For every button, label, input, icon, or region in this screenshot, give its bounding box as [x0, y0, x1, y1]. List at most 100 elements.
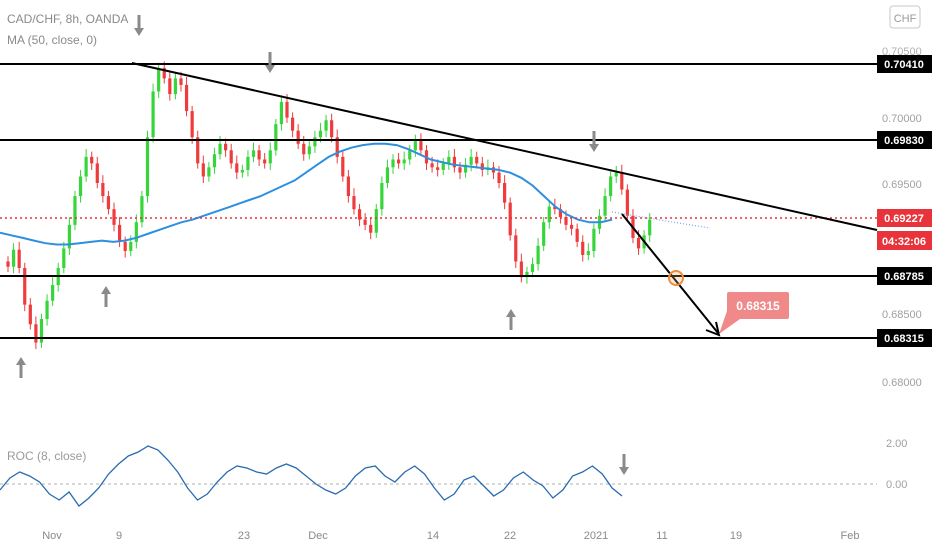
candle-body	[45, 300, 49, 320]
candle-body	[123, 241, 127, 252]
candle-body	[17, 249, 21, 269]
arrow-down-1-shaft	[137, 15, 141, 29]
candle-body	[508, 202, 512, 236]
candle-body	[575, 228, 579, 242]
x-tick-label: Nov	[42, 530, 62, 542]
candle-body	[614, 172, 618, 177]
candle-body	[463, 164, 468, 173]
candle-body	[318, 130, 323, 138]
candle-body	[95, 163, 99, 184]
trend-line[interactable]	[131, 62, 878, 231]
candle-body	[173, 78, 177, 95]
candle-body	[190, 111, 194, 138]
candle-body	[184, 84, 189, 112]
arrow-down-3-head	[589, 144, 599, 152]
arrow-up-3-head	[506, 309, 516, 317]
candle-body	[151, 91, 155, 138]
price-tick-70000: 0.70000	[882, 113, 922, 125]
price-level-text-69830: 0.69830	[884, 135, 924, 147]
ma-indicator-label: MA (50, close, 0)	[7, 33, 97, 47]
x-tick-label: 14	[427, 530, 439, 542]
price-level-badge-68785	[877, 267, 932, 285]
candle-body	[569, 224, 574, 229]
candle-body	[157, 67, 161, 92]
current-price-badge	[877, 209, 932, 227]
roc-axis[interactable]: 2.00 0.00	[886, 438, 907, 491]
ma-line[interactable]	[0, 142, 613, 246]
arrow-up-1-head	[16, 357, 26, 365]
candle-body	[168, 78, 172, 95]
candle-body	[581, 241, 585, 255]
candle-body	[402, 159, 406, 164]
target-callout[interactable]: 0.68315	[719, 292, 789, 334]
arrow-down-1	[134, 15, 144, 36]
candle-body	[648, 219, 652, 236]
candle-body	[609, 176, 613, 197]
candle-body	[586, 251, 590, 255]
candle-body	[285, 101, 289, 118]
projection-arrowhead	[705, 321, 721, 337]
candle-body	[162, 67, 166, 79]
arrow-up-1	[16, 357, 26, 378]
candle-body	[620, 172, 624, 190]
candle-body	[257, 150, 261, 160]
candle-body	[324, 120, 328, 131]
candle-body	[106, 196, 111, 210]
candle-body	[302, 143, 306, 155]
candle-body	[129, 241, 133, 252]
price-level-text-70410: 0.70410	[884, 59, 924, 71]
candle-body	[542, 222, 546, 246]
price-axis[interactable]: 0.70500 0.70410 0.70000 0.69830 0.69500 …	[877, 46, 932, 389]
target-circle-marker[interactable]	[668, 270, 684, 286]
x-tick-label: 19	[730, 530, 742, 542]
price-level-badge-68315	[877, 329, 932, 347]
candle-body	[458, 167, 462, 173]
candle-body	[397, 159, 401, 164]
candle-body	[447, 156, 451, 164]
price-tick-68500: 0.68500	[882, 309, 922, 321]
x-tick-label: 11	[656, 530, 667, 542]
x-tick-label: 23	[238, 530, 250, 542]
arrow-down-2-shaft	[268, 52, 272, 66]
target-callout-text: 0.68315	[736, 299, 780, 313]
candle-body	[519, 261, 523, 278]
countdown-text: 04:32:06	[882, 236, 926, 248]
candle-body	[374, 209, 378, 233]
candle-body	[430, 163, 434, 168]
arrow-down-1-head	[134, 28, 144, 36]
candle-body	[313, 137, 317, 147]
roc-tick-2: 2.00	[886, 438, 907, 450]
candle-body	[290, 117, 295, 131]
candle-body	[84, 156, 88, 177]
candle-body	[34, 324, 38, 343]
candle-body	[11, 249, 16, 267]
candle-body	[51, 285, 55, 301]
roc-series	[0, 445, 623, 507]
x-tick-label: Feb	[841, 530, 860, 542]
candle-body	[536, 245, 540, 265]
price-level-text-68785: 0.68785	[884, 271, 924, 283]
candle-body	[625, 189, 629, 216]
candle-body	[279, 101, 284, 125]
candle-body	[514, 235, 518, 262]
currency-button[interactable]: CHF	[889, 5, 921, 29]
roc-line[interactable]	[0, 445, 623, 507]
candle-body	[212, 154, 217, 168]
arrow-down-3-shaft	[592, 131, 596, 145]
x-tick-label: 22	[504, 530, 516, 542]
candle-body	[603, 196, 607, 216]
price-level-badge-70410	[877, 55, 932, 73]
candle-body	[268, 150, 272, 164]
candle-body	[363, 219, 367, 225]
candle-body	[564, 217, 568, 225]
candle-body	[419, 141, 423, 151]
currency-button-box	[889, 5, 921, 29]
ma-projection	[611, 211, 711, 229]
candle-body	[452, 156, 456, 168]
time-axis[interactable]: Nov 9 23 Dec 14 22 2021 11 19 Feb	[42, 530, 859, 542]
roc-tick-0: 0.00	[886, 479, 907, 491]
candle-body	[240, 169, 244, 173]
candle-body	[118, 224, 122, 242]
current-price-text: 0.69227	[884, 213, 924, 225]
